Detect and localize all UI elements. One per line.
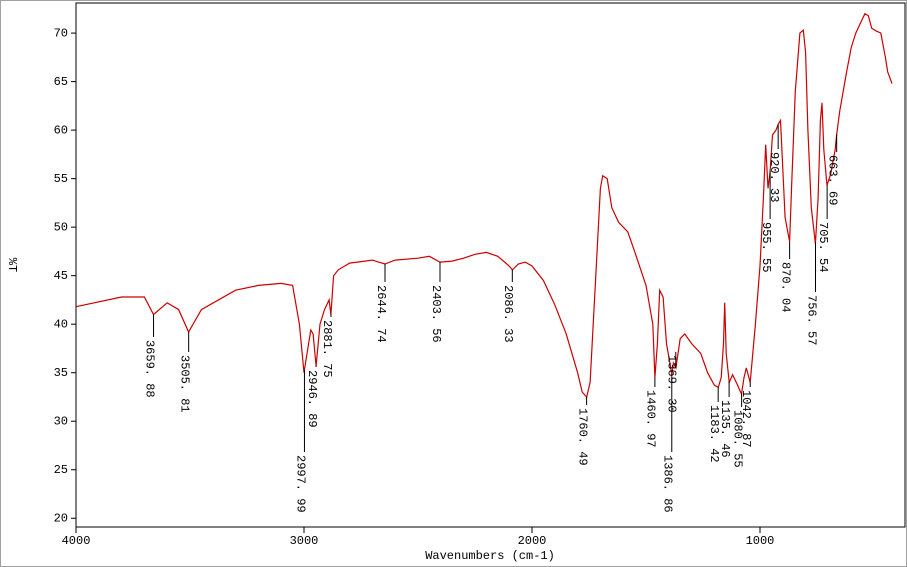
peak-label: 2881. 75 [320,320,334,378]
y-tick-label: 60 [54,123,68,137]
y-axis-label: %T [5,258,19,272]
peak-label: 3659. 88 [142,340,156,398]
peak-label: 870. 04 [778,262,792,312]
peak-label: 2086. 33 [501,285,515,343]
y-tick-label: 40 [54,317,68,331]
peak-label: 3505. 81 [178,355,192,413]
y-tick-label: 65 [54,75,68,89]
y-tick-label: 55 [54,172,68,186]
peak-label: 663. 69 [825,155,839,205]
y-tick-label: 50 [54,220,68,234]
peak-label: 955. 55 [759,222,773,272]
x-tick-label: 1000 [746,534,775,548]
peak-label: 1042. 87 [739,390,753,448]
x-tick-label: 3000 [290,534,319,548]
peak-label: 1369. 30 [665,355,679,413]
y-tick-label: 20 [54,511,68,525]
peak-label: 2997. 99 [293,455,307,513]
peak-label: 1460. 97 [644,390,658,448]
y-tick-label: 45 [54,269,68,283]
y-tick-label: 35 [54,366,68,380]
peak-label: 1080. 55 [730,410,744,468]
peak-label: 920. 33 [767,152,781,202]
x-tick-label: 4000 [62,534,91,548]
y-tick-label: 30 [54,414,68,428]
peak-label: 756. 57 [804,295,818,345]
x-tick-label: 2000 [518,534,547,548]
peak-label: 1760. 49 [575,408,589,466]
peak-label: 705. 54 [816,222,830,272]
peak-label: 1135. 46 [718,400,732,458]
y-tick-label: 25 [54,463,68,477]
peak-label: 2403. 56 [429,285,443,343]
x-axis-label: Wavenumbers (cm-1) [425,549,555,563]
peak-label: 1183. 42 [707,405,721,463]
y-tick-label: 70 [54,26,68,40]
peak-label: 2644. 74 [374,285,388,343]
peak-label: 1386. 86 [661,455,675,513]
peak-label: 2946. 89 [305,370,319,428]
plot-area [75,2,906,528]
